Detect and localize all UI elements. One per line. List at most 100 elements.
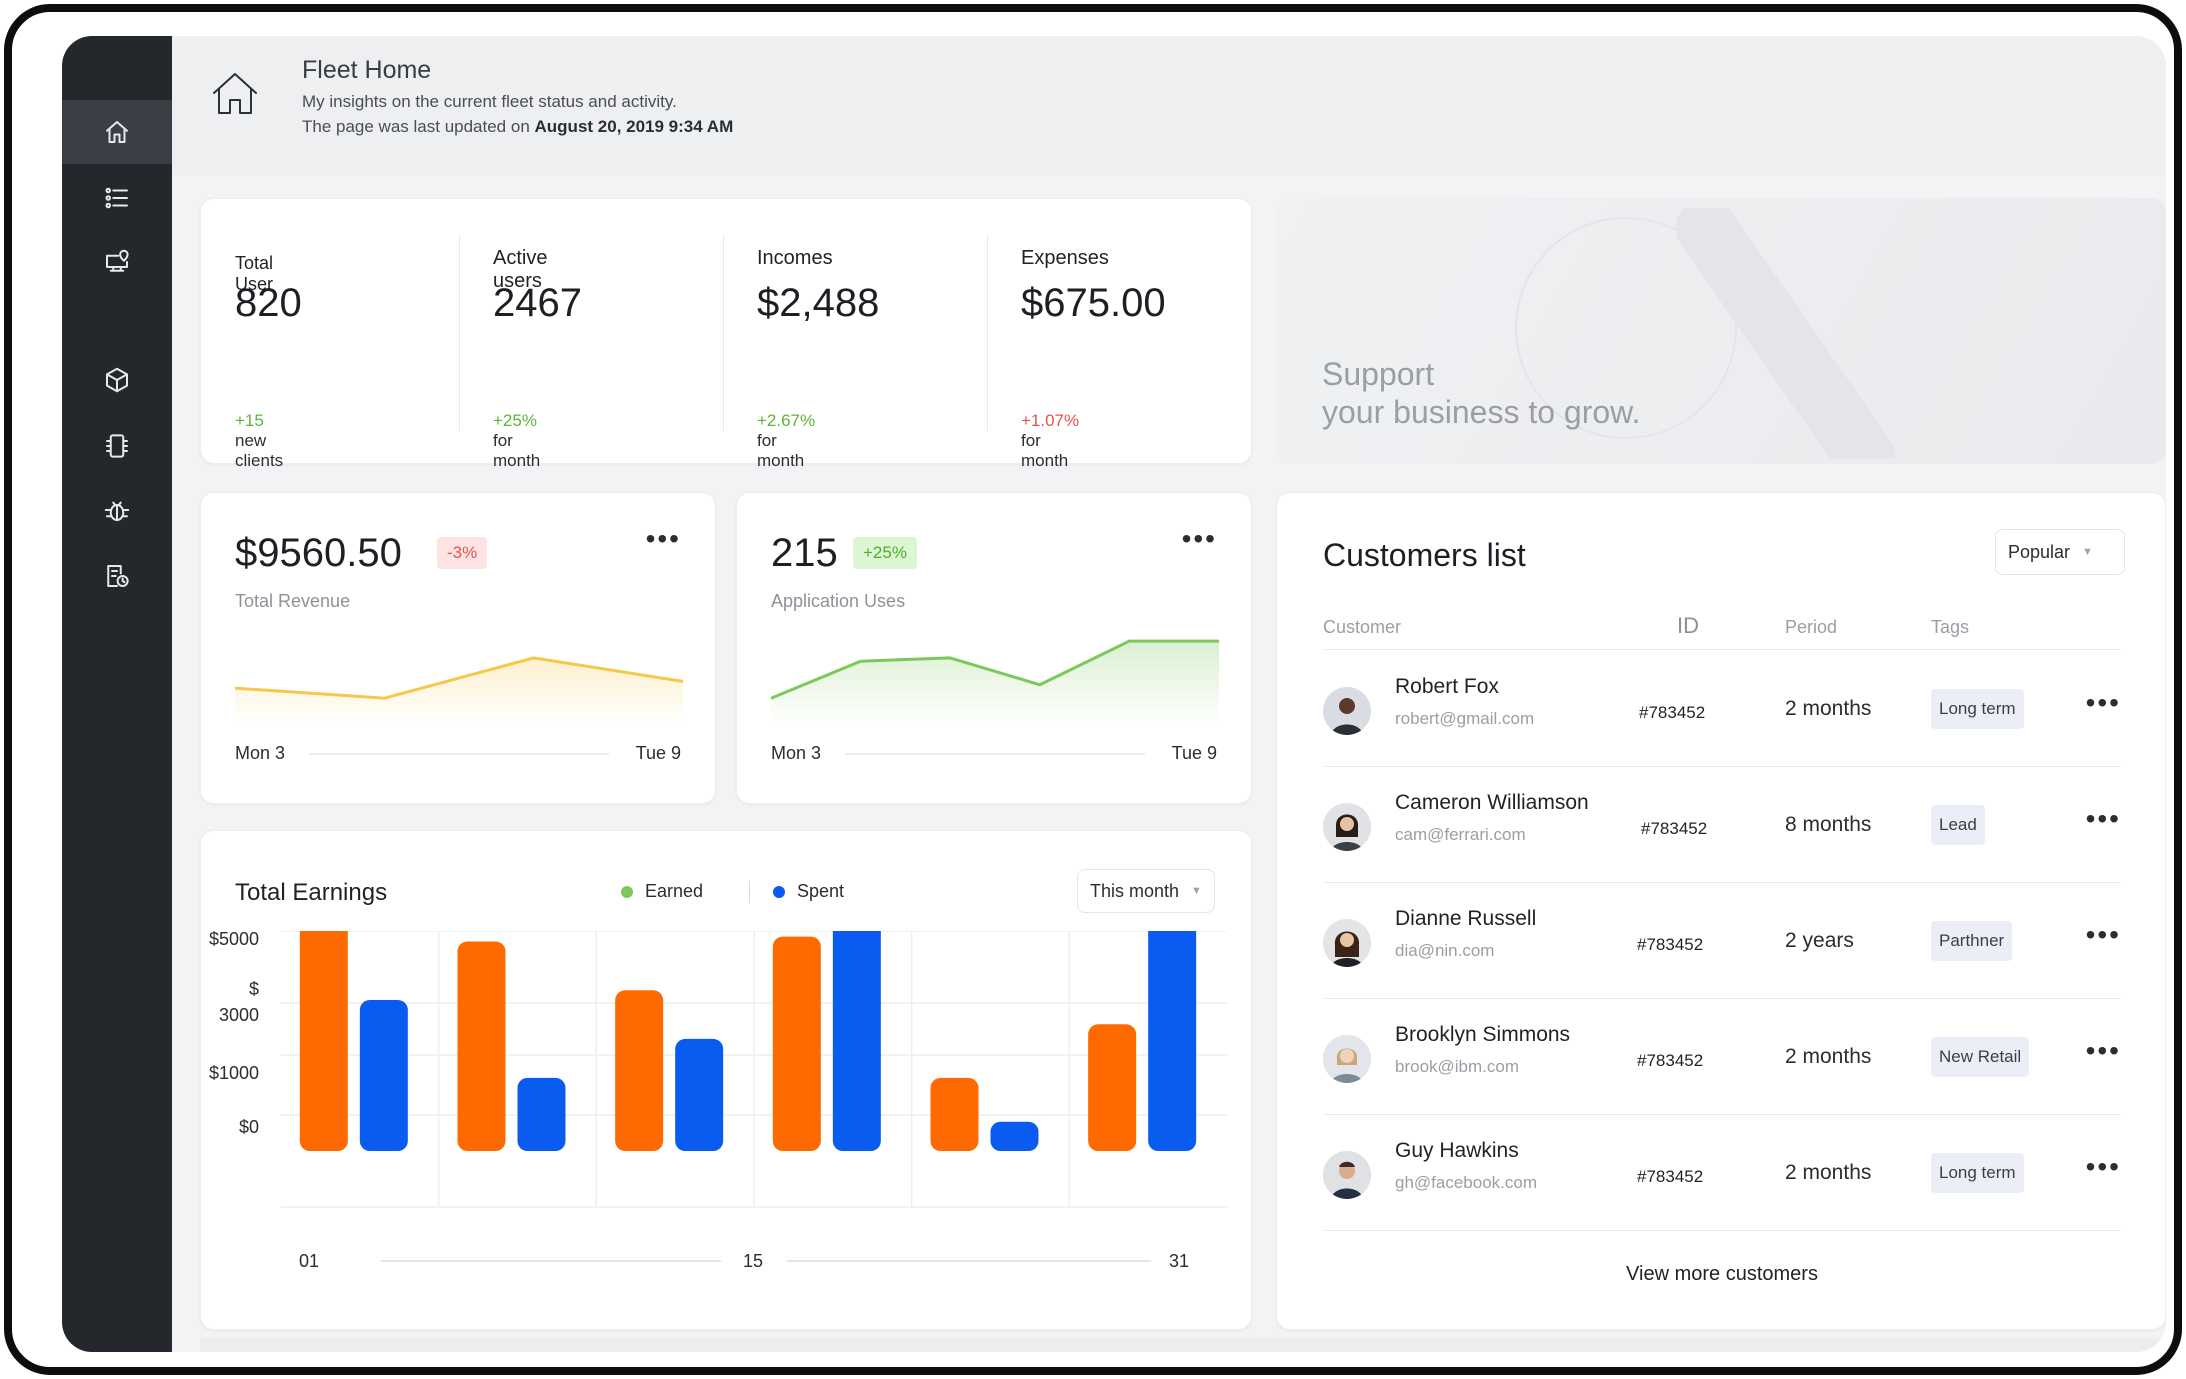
row-menu-button[interactable]: ••• [2085,1035,2121,1066]
customers-sort-select[interactable]: Popular ▼ [1995,529,2125,575]
customer-email: cam@ferrari.com [1395,825,1526,844]
stat-label: Total User [235,253,274,294]
bar-spent [1148,931,1197,1151]
header-divider [1323,649,2121,650]
stat-label: Active users [493,247,548,292]
legend-earned[interactable]: Earned [621,881,703,902]
app-uses-badge: +25% [853,537,917,569]
row-menu-button[interactable]: ••• [2085,1151,2121,1182]
revenue-spark-line [235,656,683,700]
row-menu-button[interactable]: ••• [2085,919,2121,950]
sidebar-item-chip[interactable] [62,414,172,478]
app-uses-range-track [845,753,1145,755]
customer-name: Dianne Russell [1395,907,1537,930]
table-row[interactable]: Brooklyn Simmons brook@ibm.com #783452 2… [1323,999,2121,1115]
revenue-range-track [309,753,609,755]
row-menu-button[interactable]: ••• [2085,803,2121,834]
sidebar-item-home[interactable] [62,100,172,164]
home-icon [106,121,128,143]
bottom-card-edge [200,1338,2166,1352]
revenue-menu-button[interactable]: ••• [645,523,681,554]
y-tick-label: $1000 [209,1063,259,1083]
stat-value: 2467 [493,281,582,325]
legend-dot-earned [621,885,633,898]
view-more-customers-link[interactable]: View more customers [1626,1263,1818,1285]
avatar [1323,1035,1371,1083]
revenue-card: $9560.50 -3% Total Revenue ••• Mon 3 Tue… [200,492,716,804]
sidebar-item-bug[interactable] [62,478,172,542]
customer-id: #783452 [1637,935,1704,954]
legend-separator [749,881,750,903]
revenue-end-label: Tue 9 [635,743,681,763]
customers-card: Customers list Popular ▼ Customer ID Peri… [1276,492,2166,1330]
table-row[interactable]: Cameron Williamson cam@ferrari.com #7834… [1323,767,2121,883]
x-tick-label: 31 [1169,1251,1189,1271]
bug-icon [104,501,130,521]
sidebar-item-reports[interactable] [62,544,172,608]
y-tick-label: $ [249,979,259,999]
table-row[interactable]: Dianne Russell dia@nin.com #783452 2 yea… [1323,883,2121,999]
earnings-period-select[interactable]: This month ▼ [1077,869,1215,913]
y-tick-label: 3000 [219,1005,259,1025]
stat-label: Incomes [757,247,833,269]
promo-decoration [1515,208,1896,458]
last-updated: The page was last updated on August 20, … [302,117,734,136]
sidebar-item-list[interactable] [62,166,172,230]
table-row[interactable]: Guy Hawkins gh@facebook.com #783452 2 mo… [1323,1115,2121,1231]
stat-label: Expenses [1021,247,1109,269]
app-uses-start-label: Mon 3 [771,743,822,763]
app-uses-value: 215 [771,531,838,575]
revenue-value: $9560.50 [235,531,402,575]
bar-earned [1088,1024,1137,1151]
customers-title: Customers list [1323,537,1526,573]
bar-earned [299,931,348,1151]
avatar [1323,803,1371,851]
customer-tag: New Retail [1931,1037,2030,1077]
customer-email: dia@nin.com [1395,941,1495,960]
column-period: Period [1785,617,1838,637]
column-customer: Customer [1323,617,1402,637]
promo-line-1: Support [1322,356,1435,392]
divider [723,235,724,431]
page-header: Fleet Home My insights on the current fl… [172,36,2166,176]
list-icon [105,187,128,209]
stat-value: $2,488 [757,281,880,325]
last-updated-date: August 20, 2019 9:34 AM [534,117,734,136]
revenue-caption: Total Revenue [235,591,351,611]
bar-spent [675,1038,724,1151]
bar-earned [772,936,821,1151]
customer-name: Guy Hawkins [1395,1139,1519,1162]
bar-earned [457,941,506,1151]
divider [459,235,460,431]
table-row[interactable]: Robert Fox robert@gmail.com #783452 2 mo… [1323,651,2121,767]
stat-change: +2.67% for month [757,411,816,470]
report-clock-icon [107,565,129,587]
app-uses-end-label: Tue 9 [1171,743,1217,763]
earnings-card: Total Earnings Earned Spent This month ▼ … [200,830,1252,1330]
stat-value: 820 [235,281,302,325]
customer-period: 2 years [1785,929,1854,952]
bar-earned [615,990,664,1151]
app-uses-menu-button[interactable]: ••• [1181,523,1217,554]
bar-earned [930,1077,979,1151]
promo-banner[interactable]: Support your business to grow. [1276,198,2166,464]
app-uses-sparkline [771,639,1219,723]
row-menu-button[interactable]: ••• [2085,687,2121,718]
y-tick-label: $0 [239,1117,259,1137]
earnings-title: Total Earnings [235,879,388,906]
legend-spent[interactable]: Spent [773,881,844,902]
customer-email: robert@gmail.com [1395,709,1535,728]
sidebar-item-monitor[interactable] [62,230,172,294]
sidebar-item-cube[interactable] [62,348,172,412]
customer-id: #783452 [1639,703,1706,722]
sidebar [62,36,172,1352]
cube-icon [106,367,128,393]
customer-period: 2 months [1785,697,1872,720]
customer-name: Cameron Williamson [1395,791,1589,814]
chevron-down-icon: ▼ [1191,885,1202,897]
legend-dot-spent [773,885,785,898]
customer-id: #783452 [1637,1167,1704,1186]
stats-card: Total User 820 +15 new clients Active us… [200,198,1252,470]
header-home-icon [208,66,262,120]
customer-tag: Long term [1931,689,2024,729]
